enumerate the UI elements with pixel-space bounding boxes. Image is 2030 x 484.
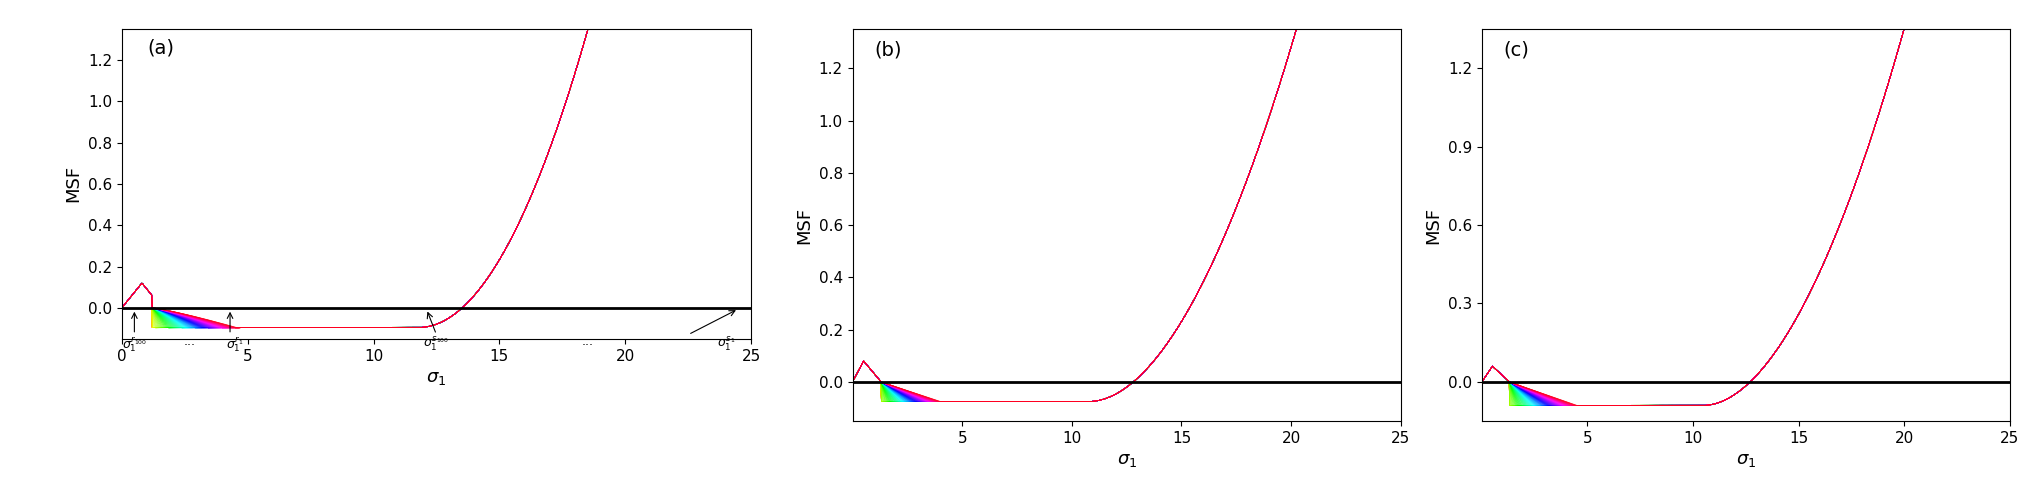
Text: $\sigma_1^{r_{100}}$: $\sigma_1^{r_{100}}$ (122, 334, 146, 354)
X-axis label: $\sigma_1$: $\sigma_1$ (1116, 452, 1137, 469)
X-axis label: $\sigma_1$: $\sigma_1$ (1736, 452, 1756, 469)
Y-axis label: MSF: MSF (65, 166, 83, 202)
Y-axis label: MSF: MSF (796, 207, 814, 243)
Text: $\sigma_1^{s_{100}}$: $\sigma_1^{s_{100}}$ (424, 334, 449, 353)
Text: (b): (b) (875, 41, 901, 60)
Text: ...: ... (185, 334, 195, 348)
Text: $\sigma_1^{r_1}$: $\sigma_1^{r_1}$ (227, 334, 244, 354)
X-axis label: $\sigma_1$: $\sigma_1$ (426, 369, 447, 387)
Text: $\sigma_1^{s_1}$: $\sigma_1^{s_1}$ (717, 334, 735, 353)
Text: ...: ... (581, 334, 593, 348)
Text: (a): (a) (146, 38, 175, 57)
Y-axis label: MSF: MSF (1425, 207, 1443, 243)
Text: (c): (c) (1502, 41, 1529, 60)
